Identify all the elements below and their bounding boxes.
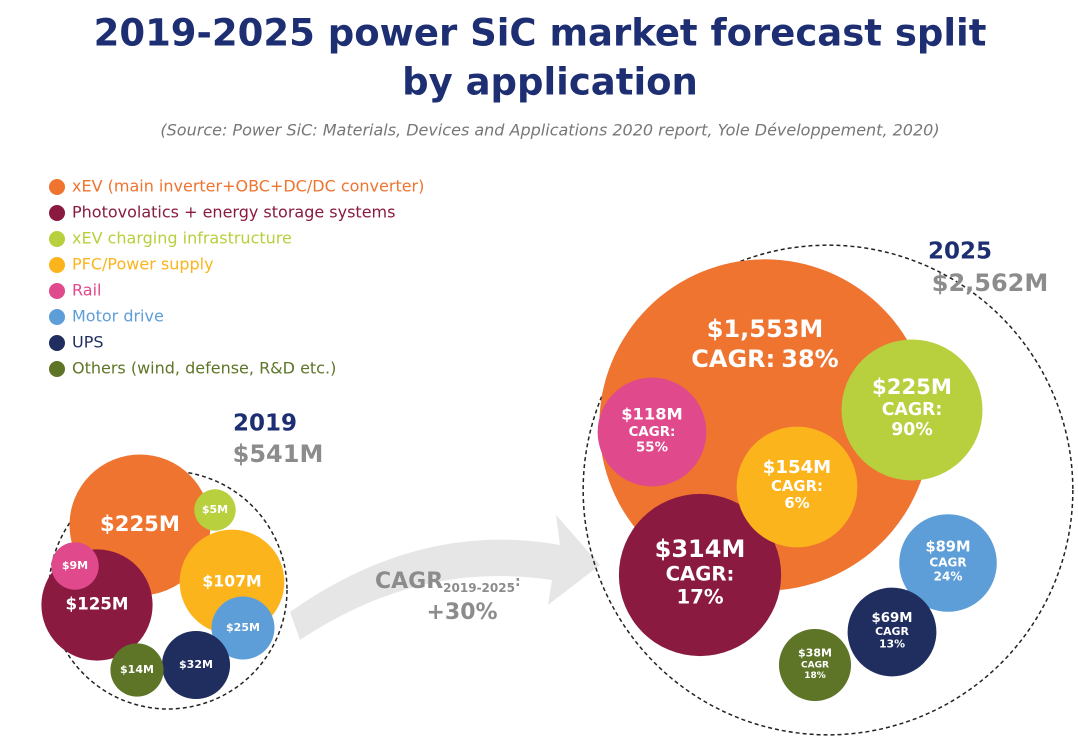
bubble-label: $314M bbox=[655, 535, 746, 563]
cagr-label: CAGR: 38% bbox=[691, 345, 838, 373]
cagr-value: 6% bbox=[784, 494, 809, 512]
growth-arrow bbox=[290, 515, 600, 640]
bubble-label: $9M bbox=[62, 559, 88, 572]
bubble-label: $154M bbox=[763, 457, 831, 478]
cagr-prefix: CAGR: bbox=[771, 477, 823, 495]
cagr-prefix: CAGR bbox=[801, 661, 829, 671]
bubble-label: $5M bbox=[202, 503, 228, 516]
growth-text: CAGR bbox=[375, 569, 443, 594]
legend-dot bbox=[49, 179, 65, 195]
cagr-value: 13% bbox=[879, 638, 905, 651]
cagr-prefix: CAGR: bbox=[882, 400, 943, 420]
legend-label: xEV charging infrastructure bbox=[72, 229, 292, 248]
bubble-label: $69M bbox=[872, 611, 913, 626]
group-year: 2025 bbox=[928, 239, 992, 265]
cagr-value: 90% bbox=[891, 420, 932, 440]
legend-label: PFC/Power supply bbox=[72, 255, 214, 274]
growth-colon: : bbox=[515, 574, 521, 590]
growth-period: 2019-2025 bbox=[443, 581, 515, 595]
group-year: 2019 bbox=[233, 411, 297, 437]
group-total: $2,562M bbox=[932, 269, 1049, 297]
bubble bbox=[597, 377, 707, 487]
bubble-label: $118M bbox=[621, 404, 683, 423]
cagr-prefix: CAGR bbox=[875, 625, 909, 638]
bubble bbox=[110, 643, 164, 697]
legend-label: Rail bbox=[72, 281, 101, 300]
legend-label: Others (wind, defense, R&D etc.) bbox=[72, 359, 336, 378]
cagr-prefix: CAGR bbox=[929, 556, 966, 570]
growth-label: CAGR2019-2025: bbox=[375, 569, 521, 595]
bubble-label: $225M bbox=[872, 374, 952, 399]
bubble bbox=[618, 493, 782, 657]
bubble bbox=[841, 339, 983, 481]
bubble-label: $225M bbox=[100, 511, 180, 536]
bubble bbox=[736, 426, 858, 548]
cagr-prefix: CAGR: bbox=[691, 345, 775, 373]
bubble-label: $25M bbox=[226, 621, 260, 634]
bubble-label: $38M bbox=[798, 646, 832, 659]
bubble-label: $107M bbox=[202, 572, 261, 591]
cagr-prefix: CAGR: bbox=[629, 425, 676, 440]
bubble-label: $125M bbox=[66, 595, 129, 614]
legend-dot bbox=[49, 283, 65, 299]
cagr-value: 38% bbox=[781, 345, 838, 373]
bubble-label: $1,553M bbox=[707, 315, 824, 343]
bubble bbox=[211, 596, 275, 660]
bubble-label: $32M bbox=[179, 658, 213, 671]
legend-label: UPS bbox=[72, 333, 104, 352]
cagr-prefix: CAGR: bbox=[666, 563, 735, 586]
legend-dot bbox=[49, 361, 65, 377]
bubble bbox=[899, 514, 997, 612]
bubble bbox=[51, 542, 99, 590]
bubble bbox=[194, 489, 236, 531]
legend-dot bbox=[49, 309, 65, 325]
chart-subtitle: (Source: Power SiC: Materials, Devices a… bbox=[160, 121, 939, 140]
legend-label: xEV (main inverter+OBC+DC/DC converter) bbox=[72, 177, 424, 196]
legend-dot bbox=[49, 335, 65, 351]
bubble-label: $14M bbox=[120, 663, 154, 676]
bubble bbox=[161, 630, 231, 700]
growth-value: +30% bbox=[426, 600, 497, 625]
bubble bbox=[778, 628, 852, 702]
cagr-value: 17% bbox=[676, 585, 723, 608]
chart-title: by application bbox=[402, 61, 698, 104]
cagr-value: 24% bbox=[934, 569, 963, 583]
cagr-value: 55% bbox=[636, 440, 668, 455]
chart-title: 2019-2025 power SiC market forecast spli… bbox=[94, 12, 987, 55]
bubble-label: $89M bbox=[925, 539, 970, 556]
legend-dot bbox=[49, 231, 65, 247]
legend-dot bbox=[49, 257, 65, 273]
legend-label: Photovolatics + energy storage systems bbox=[72, 203, 395, 222]
group-outline bbox=[582, 244, 1074, 736]
legend-dot bbox=[49, 205, 65, 221]
cagr-value: 18% bbox=[804, 671, 826, 681]
legend-label: Motor drive bbox=[72, 307, 164, 326]
group-total: $541M bbox=[233, 440, 324, 468]
bubble bbox=[847, 587, 937, 677]
